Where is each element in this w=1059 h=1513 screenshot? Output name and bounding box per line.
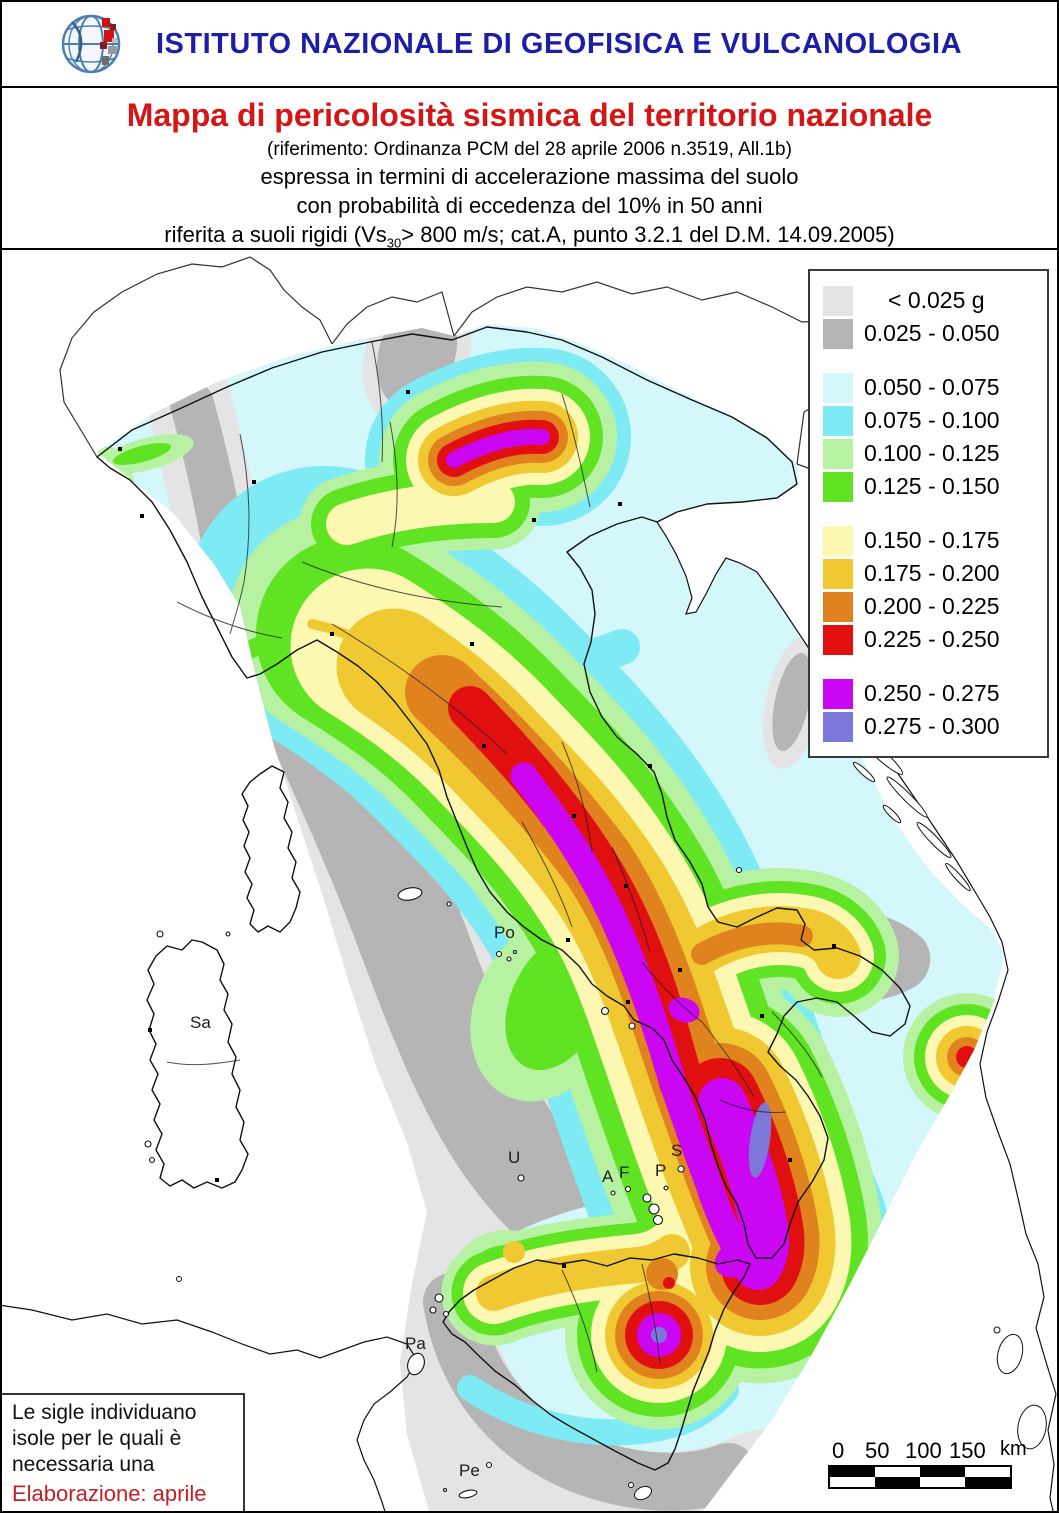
reference-line: (riferimento: Ordinanza PCM del 28 april… — [267, 139, 792, 160]
scale-tick: 50 — [865, 1438, 890, 1463]
scale-segment — [830, 1477, 875, 1487]
legend-swatch — [823, 372, 853, 403]
band-0250-0275-patches — [637, 997, 764, 1357]
band-0250-0275 — [446, 428, 790, 1290]
subtitle-line-3: riferita a suoli rigidi (Vs30> 800 m/s; … — [164, 221, 895, 251]
band-0275-0300 — [651, 1102, 772, 1343]
legend-row: < 0.025 g — [823, 284, 1041, 317]
scale-segment — [920, 1477, 965, 1487]
italy-mainland-outline — [96, 326, 911, 1259]
legend-swatch — [823, 678, 853, 709]
balkans-coastline — [656, 521, 1057, 1511]
islands-note: Le sigle individuano isole per le quali … — [2, 1393, 245, 1501]
hazard-map: Sa Po U A F P S Pa Pe — [2, 250, 1057, 1511]
legend-swatch — [823, 471, 853, 502]
region-borders — [166, 341, 823, 1373]
island-label-sardinia: Sa — [190, 1013, 211, 1032]
legend-row: 0.200 - 0.225 — [823, 590, 1041, 623]
malta-islands — [176, 1276, 653, 1501]
legend-swatch — [823, 525, 853, 556]
legend: < 0.025 g 0.025 - 0.050 0.050 - 0.075 0.… — [808, 269, 1049, 758]
legend-row: 0.175 - 0.200 — [823, 557, 1041, 590]
legend-swatch — [823, 624, 853, 655]
legend-row: 0.025 - 0.050 — [823, 317, 1041, 350]
island-label-filicudi: F — [619, 1163, 630, 1182]
hazard-field — [97, 324, 1004, 1511]
scale-labels: 0 50 100 150 km — [828, 1438, 1038, 1465]
scale-segment — [920, 1467, 965, 1477]
scale-segment — [965, 1467, 1010, 1477]
elaboration-note: Elaborazione: aprile 2004 — [2, 1477, 245, 1511]
title-block: Mappa di pericolosità sismica del territ… — [2, 88, 1057, 250]
scale-tick: 150 — [949, 1438, 986, 1463]
legend-row: 0.125 - 0.150 — [823, 470, 1041, 503]
legend-row: 0.075 - 0.100 — [823, 404, 1041, 437]
legend-swatch — [823, 318, 853, 349]
scale-segment — [965, 1477, 1010, 1487]
subtitle-line-2: con probabilità di eccedenza del 10% in … — [296, 192, 763, 218]
scale-segment — [830, 1467, 875, 1477]
scale-segment — [875, 1467, 920, 1477]
island-label-pantelleria: Pa — [405, 1334, 426, 1353]
legend-row: 0.225 - 0.250 — [823, 623, 1041, 656]
scale-tick: 100 — [905, 1438, 942, 1463]
legend-row: 0.100 - 0.125 — [823, 437, 1041, 470]
legend-swatch — [823, 438, 853, 469]
map-title: Mappa di pericolosità sismica del territ… — [126, 97, 933, 133]
legend-row: 0.275 - 0.300 — [823, 710, 1041, 743]
small-islands — [144, 866, 743, 1499]
scale-bar: 0 50 100 150 km — [828, 1438, 1038, 1489]
institute-title: ISTITUTO NAZIONALE DI GEOFISICA E VULCAN… — [156, 27, 963, 60]
scale-segment — [875, 1477, 920, 1487]
island-label-panarea: P — [655, 1161, 667, 1180]
legend-swatch — [823, 405, 853, 436]
legend-swatch — [823, 711, 853, 742]
legend-swatch — [823, 285, 853, 316]
scale-bar-graphic — [828, 1465, 1012, 1489]
scale-unit: km — [1000, 1438, 1027, 1460]
legend-row: 0.150 - 0.175 — [823, 524, 1041, 557]
scale-tick: 0 — [832, 1438, 845, 1463]
tunisia-coastline — [2, 1304, 418, 1511]
island-label-alicudi: A — [602, 1167, 614, 1186]
island-label-stromboli: S — [671, 1141, 683, 1160]
header: ISTITUTO NAZIONALE DI GEOFISICA E VULCAN… — [2, 2, 1057, 88]
island-label-ustica: U — [508, 1148, 521, 1167]
legend-swatch — [823, 591, 853, 622]
ingv-logo-icon — [61, 14, 121, 74]
sicily-outline — [442, 1253, 751, 1471]
legend-swatch — [823, 558, 853, 589]
island-label-pelagie: Pe — [459, 1461, 480, 1480]
island-label-ponza: Po — [494, 923, 515, 942]
subtitle-line-1: espressa in termini di accelerazione mas… — [260, 164, 799, 189]
legend-row: 0.050 - 0.075 — [823, 371, 1041, 404]
legend-row: 0.250 - 0.275 — [823, 677, 1041, 710]
hazard-map-svg — [2, 256, 1057, 1511]
city-markers — [118, 390, 836, 1268]
corsica-outline — [241, 765, 301, 933]
